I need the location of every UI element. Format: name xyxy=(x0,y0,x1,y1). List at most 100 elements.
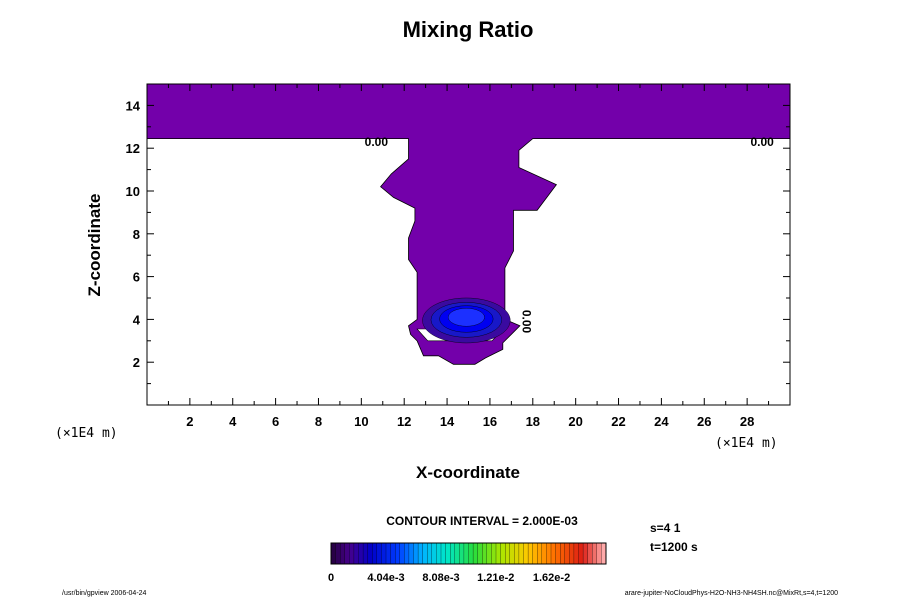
x-tick-label: 6 xyxy=(272,414,279,429)
colorbar-segment xyxy=(472,542,479,565)
colorbar-segment xyxy=(505,542,511,565)
y-unit-label: (×1E4 m) xyxy=(55,426,118,441)
colorbar-segment xyxy=(445,542,451,565)
y-tick-label: 4 xyxy=(133,312,141,327)
contour-label: 0.00 xyxy=(519,310,533,334)
colorbar: 0 4.04e-3 8.08e-3 1.21e-2 1.62e-2 xyxy=(328,542,607,584)
y-tick-label: 10 xyxy=(126,184,140,199)
colorbar-segment xyxy=(404,542,410,565)
colorbar-segment xyxy=(587,542,593,565)
x-tick-label: 22 xyxy=(611,414,625,429)
colorbar-segment xyxy=(376,542,382,565)
colorbar-segment xyxy=(560,542,566,565)
colorbar-segment xyxy=(596,542,602,565)
x-tick-label: 20 xyxy=(568,414,582,429)
colorbar-segment xyxy=(578,542,584,565)
filled-contour-region xyxy=(146,83,791,365)
colorbar-segment xyxy=(509,542,515,565)
colorbar-tick-label: 1.62e-2 xyxy=(533,572,570,584)
x-tick-label: 18 xyxy=(526,414,540,429)
x-unit-label: (×1E4 m) xyxy=(715,436,778,451)
colorbar-segment xyxy=(564,542,570,565)
colorbar-segment xyxy=(495,542,502,565)
x-tick-label: 12 xyxy=(397,414,411,429)
colorbar-segment xyxy=(582,542,589,565)
contour-label: 0.00 xyxy=(365,135,389,149)
colorbar-segment xyxy=(486,542,492,565)
colorbar-segment xyxy=(523,542,529,565)
colorbar-tick-label: 0 xyxy=(328,572,334,584)
colorbar-segment xyxy=(573,542,579,565)
x-tick-label: 26 xyxy=(697,414,711,429)
colorbar-tick-label: 8.08e-3 xyxy=(422,572,459,584)
colorbar-segment xyxy=(477,542,483,565)
colorbar-segment xyxy=(592,542,598,565)
y-tick-label: 6 xyxy=(133,270,140,285)
y-axis-label: Z-coordinate xyxy=(85,194,104,297)
colorbar-segment xyxy=(335,542,341,565)
colorbar-segment xyxy=(537,542,543,565)
colorbar-segment xyxy=(390,542,396,565)
colorbar-segment xyxy=(417,542,424,565)
colorbar-segment xyxy=(367,542,373,565)
colorbar-segment xyxy=(459,542,465,565)
colorbar-segment xyxy=(431,542,437,565)
colorbar-segment xyxy=(372,542,378,565)
y-tick-label: 14 xyxy=(126,98,141,113)
contour-interval-label: CONTOUR INTERVAL = 2.000E-03 xyxy=(386,514,578,528)
colorbar-segment xyxy=(413,542,419,565)
colorbar-tick-label: 1.21e-2 xyxy=(477,572,514,584)
colorbar-segment xyxy=(399,542,405,565)
colorbar-segment xyxy=(340,542,346,565)
colorbar-segment xyxy=(362,542,369,565)
x-tick-label: 8 xyxy=(315,414,322,429)
colorbar-segment xyxy=(385,542,392,565)
colorbar-segment xyxy=(532,542,538,565)
x-tick-label: 10 xyxy=(354,414,368,429)
colorbar-segment xyxy=(353,542,359,565)
contour-band-4 xyxy=(447,308,485,327)
info-time-label: t=1200 s xyxy=(650,540,698,554)
y-tick-label: 8 xyxy=(133,227,140,242)
colorbar-segment xyxy=(514,542,520,565)
colorbar-segment xyxy=(349,542,355,565)
colorbar-segment xyxy=(463,542,469,565)
x-tick-label: 4 xyxy=(229,414,237,429)
colorbar-segment xyxy=(450,542,456,565)
x-tick-label: 16 xyxy=(483,414,497,429)
colorbar-frame xyxy=(330,542,607,565)
x-tick-label: 28 xyxy=(740,414,754,429)
x-tick-label: 24 xyxy=(654,414,669,429)
colorbar-segment xyxy=(427,542,433,565)
colorbar-segment xyxy=(500,542,506,565)
colorbar-segment xyxy=(555,542,561,565)
colorbar-segment xyxy=(330,542,337,565)
colorbar-segment xyxy=(550,542,557,565)
colorbar-segment xyxy=(569,542,575,565)
colorbar-segment xyxy=(468,542,474,565)
contour-label: 0.00 xyxy=(750,135,774,149)
info-step-label: s=4 1 xyxy=(650,521,681,535)
y-tick-label: 12 xyxy=(126,141,140,156)
chart-title: Mixing Ratio xyxy=(403,17,534,42)
footer-right: arare-jupiter-NoCloudPhys-H2O-NH3-NH4SH.… xyxy=(625,590,838,597)
x-axis-label: X-coordinate xyxy=(416,463,520,482)
colorbar-segment xyxy=(408,542,414,565)
colorbar-segment xyxy=(344,542,350,565)
colorbar-segment xyxy=(381,542,387,565)
colorbar-segment xyxy=(518,542,524,565)
colorbar-segment xyxy=(436,542,442,565)
colorbar-segment xyxy=(546,542,552,565)
y-tick-label: 2 xyxy=(133,355,140,370)
x-tick-label: 14 xyxy=(440,414,455,429)
colorbar-segment xyxy=(527,542,534,565)
colorbar-segment xyxy=(422,542,428,565)
colorbar-tick-label: 4.04e-3 xyxy=(367,572,404,584)
colorbar-segment xyxy=(395,542,401,565)
colorbar-segment xyxy=(440,542,447,565)
colorbar-segment xyxy=(491,542,497,565)
colorbar-segment xyxy=(541,542,547,565)
colorbar-segment xyxy=(358,542,364,565)
